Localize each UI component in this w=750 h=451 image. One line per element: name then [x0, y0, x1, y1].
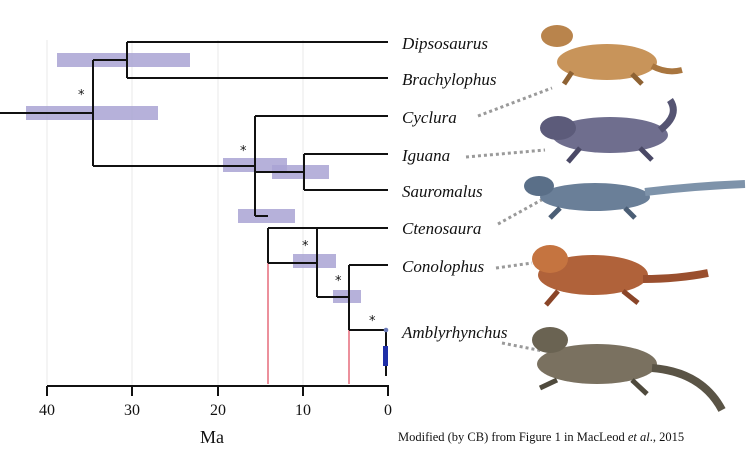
leader-cyclura [477, 86, 553, 118]
iguana-body [557, 44, 657, 80]
tick-label-0: 0 [384, 402, 392, 419]
support-mark-cono-ambly: * [335, 274, 342, 289]
iguana-tail [657, 98, 677, 133]
figure-caption: Modified (by CB) from Figure 1 in MacLeo… [398, 430, 684, 445]
leader-ctenosaura [497, 196, 546, 226]
iguana-illustration-conolophus [532, 245, 709, 307]
iguana-illustration-amblyrhynchus [532, 327, 726, 412]
iguana-legs [566, 146, 654, 164]
ci-bars [26, 53, 361, 303]
taxon-label-sauromalus: Sauromalus [402, 182, 483, 201]
iguana-legs [538, 377, 649, 396]
iguana-tail [651, 364, 726, 412]
taxon-label-conolophus: Conolophus [402, 257, 485, 276]
leader-iguana [465, 148, 546, 159]
ambly-node-dot [383, 327, 389, 333]
support-mark-cyclura-rest: * [240, 144, 247, 159]
blue-tip-marker [383, 346, 388, 366]
grid-lines [46, 40, 304, 385]
iguana-head [541, 25, 573, 47]
iguana-legs [544, 289, 640, 307]
leader-lines [465, 86, 553, 353]
ci-bar-galapagos [293, 254, 336, 268]
iguana-illustration-dipsosaurus [541, 25, 683, 86]
iguana-head [540, 116, 576, 140]
iguana-tail [650, 63, 683, 75]
iguana-legs [548, 206, 637, 220]
support-mark-ambly-stem: * [369, 314, 376, 329]
support-mark-galapagos: * [302, 239, 309, 254]
iguana-illustration-ctenosaura [524, 176, 746, 220]
taxon-label-amblyrhynchus: Amblyrhynchus [402, 323, 508, 342]
iguana-body [540, 183, 650, 211]
iguana-head [532, 327, 568, 353]
tick-label-40: 40 [39, 402, 55, 419]
caption-text-end: ., 2015 [649, 430, 685, 444]
caption-text-start: Modified (by CB) from Figure 1 in MacLeo… [398, 430, 628, 444]
support-mark-root: * [78, 88, 85, 103]
iguana-body [537, 344, 657, 384]
iguana-body [552, 117, 668, 153]
iguana-tail [644, 180, 746, 196]
iguana-head [524, 176, 554, 196]
x-axis [46, 385, 389, 396]
tree-branches [0, 41, 388, 376]
tick-label-20: 20 [210, 402, 226, 419]
iguana-head [532, 245, 568, 273]
leader-amblyrhynchus [501, 341, 544, 353]
taxon-label-dipsosaurus: Dipsosaurus [402, 34, 488, 53]
taxon-label-brachylophus: Brachylophus [402, 70, 497, 89]
iguana-tail [642, 269, 709, 283]
leader-conolophus [495, 261, 533, 270]
tick-label-30: 30 [124, 402, 140, 419]
taxon-label-ctenosaura: Ctenosaura [402, 219, 482, 238]
x-axis-title: Ma [200, 427, 224, 447]
caption-text-etal: et al [627, 430, 650, 444]
tick-label-10: 10 [295, 402, 311, 419]
iguana-illustration-cyclura [540, 98, 677, 164]
iguana-legs [561, 70, 644, 86]
red-lines [267, 263, 350, 384]
taxon-label-iguana: Iguana [402, 146, 451, 165]
taxon-label-cyclura: Cyclura [402, 108, 457, 127]
